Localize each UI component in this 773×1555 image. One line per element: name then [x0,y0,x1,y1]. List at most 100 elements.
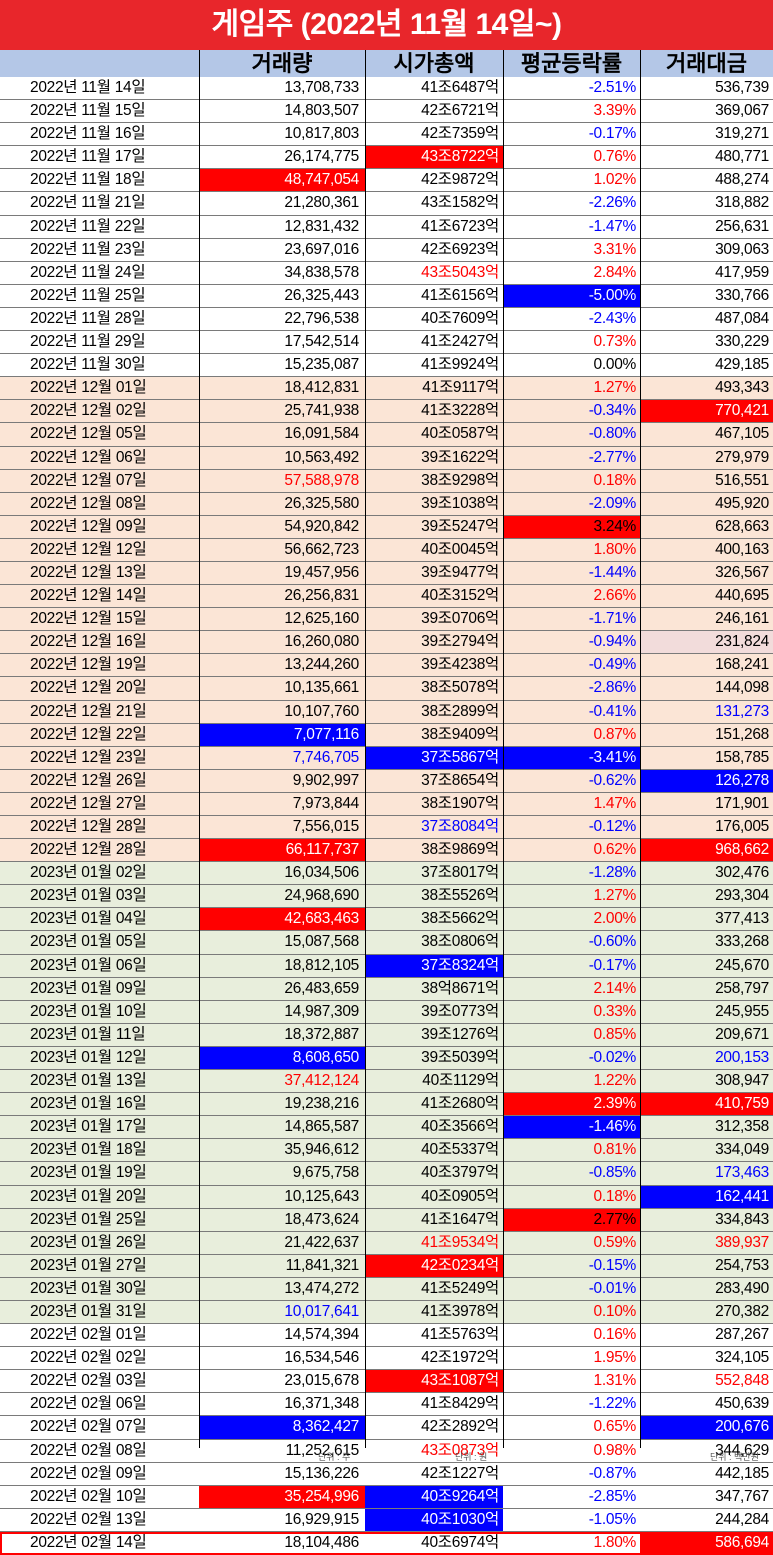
avg-change-cell: 3.31% [593,240,637,258]
market-cap-cell: 43조1087억 [365,1370,503,1393]
avg-change-cell: -0.15% [588,1256,637,1274]
avg-change-cell: -2.26% [588,194,637,212]
date-cell: 2022년 12월 13일 [30,563,147,581]
date-cell: 2023년 01월 17일 [30,1118,147,1136]
avg-change-cell: 0.73% [593,333,637,351]
table-row: 2023년 01월 10일 14,987,309 39조0773억 0.33% 245,… [0,1000,773,1024]
market-cap-cell: 38조9409억 [421,725,499,743]
date-cell: 2023년 01월 19일 [30,1164,147,1182]
market-cap-cell: 41조9924억 [421,356,499,374]
table-row: 2022년 02월 13일 16,929,915 40조1030억 -1.05% 244… [0,1508,773,1532]
avg-change-cell: -0.01% [588,1279,637,1297]
volume-cell: 23,015,678 [284,1372,359,1390]
avg-change-cell: 1.27% [593,887,637,905]
table-row: 2022년 12월 05일 16,091,584 40조0587억 -0.80% 467… [0,423,773,447]
volume-cell: 10,563,492 [284,448,359,466]
volume-cell: 15,136,226 [284,1464,359,1482]
table-row: 2022년 12월 07일 57,588,978 38조9298억 0.18% 516,… [0,469,773,493]
page-title: 게임주 (2022년 11월 14일~) [0,0,773,50]
market-cap-cell: 42조9872억 [421,171,499,189]
volume-cell: 35,254,996 [199,1485,365,1508]
trade-amount-cell: 158,785 [715,748,769,766]
market-cap-cell: 41조3978억 [421,1302,499,1320]
avg-change-cell: 0.62% [593,841,637,859]
date-cell: 2022년 12월 26일 [30,771,147,789]
trade-amount-cell: 126,278 [640,769,773,792]
volume-cell: 10,135,661 [284,679,359,697]
avg-change-cell: 3.24% [503,515,640,538]
volume-cell: 14,987,309 [284,1002,359,1020]
volume-cell: 22,796,538 [284,309,359,327]
table-row: 2022년 11월 18일 48,747,054 42조9872억 1.02% 488,… [0,169,773,193]
unit-market-cap: 단위 : 원 [455,1452,488,1462]
avg-change-cell: 2.14% [593,979,637,997]
table-header: 거래량 시가총액 평균등락률 거래대금 [0,50,773,77]
volume-cell: 18,473,624 [284,1210,359,1228]
volume-cell: 37,412,124 [284,1072,359,1090]
header-trade-amount: 거래대금 [666,51,747,76]
date-cell: 2022년 11월 17일 [30,148,146,166]
trade-amount-cell: 231,824 [640,631,773,654]
avg-change-cell: -0.02% [588,1048,637,1066]
trade-amount-cell: 270,382 [715,1302,769,1320]
volume-cell: 26,256,831 [284,587,359,605]
table-row: 2022년 12월 19일 13,244,260 39조4238억 -0.49% 168… [0,654,773,678]
volume-cell: 7,973,844 [292,794,360,812]
volume-cell: 17,542,514 [284,333,359,351]
table-row: 2022년 02월 03일 23,015,678 43조1087억 1.31% 552,… [0,1370,773,1394]
trade-amount-cell: 330,229 [715,333,769,351]
volume-cell: 26,483,659 [284,979,359,997]
avg-change-cell: 0.10% [593,1302,637,1320]
market-cap-cell: 40조0045억 [421,540,499,558]
table-row: 2023년 01월 26일 21,422,637 41조9534억 0.59% 389,… [0,1231,773,1255]
market-cap-cell: 42조0234억 [365,1254,503,1277]
date-cell: 2023년 01월 12일 [30,1048,147,1066]
trade-amount-cell: 330,766 [715,286,769,304]
table-row: 2022년 12월 09일 54,920,842 39조5247억 3.24% 628,… [0,515,773,539]
volume-cell: 34,838,578 [284,263,359,281]
volume-cell: 19,238,216 [284,1095,359,1113]
table-row: 2022년 02월 08일 11,252,615 43조0873억 0.98% 344,… [0,1439,773,1463]
trade-amount-cell: 770,421 [640,400,773,423]
table-row: 2022년 11월 28일 22,796,538 40조7609억 -2.43% 487… [0,307,773,332]
avg-change-cell: -1.47% [588,217,637,235]
trade-amount-cell: 493,343 [715,379,769,397]
volume-cell: 15,087,568 [284,933,359,951]
volume-cell: 11,841,321 [285,1256,360,1274]
market-cap-cell: 42조7359억 [421,125,499,143]
trade-amount-cell: 552,848 [715,1372,769,1390]
table-row: 2023년 01월 31일 10,017,641 41조3978억 0.10% 270,… [0,1300,773,1325]
trade-amount-cell: 162,441 [640,1185,773,1208]
avg-change-cell: 0.00% [593,356,637,374]
market-cap-cell: 41조8429억 [421,1395,499,1413]
table-row: 2023년 01월 16일 19,238,216 41조2680억 2.39% 410,… [0,1093,773,1117]
market-cap-cell: 41조6487억 [421,79,499,96]
avg-change-cell: 1.02% [593,171,637,189]
trade-amount-cell: 326,567 [715,563,769,581]
table-row: 2023년 01월 18일 35,946,612 40조5337억 0.81% 334,… [0,1139,773,1163]
date-cell: 2023년 01월 11일 [30,1025,146,1043]
date-cell: 2022년 11월 23일 [30,240,146,258]
avg-change-cell: 0.33% [593,1002,637,1020]
market-cap-cell: 41조9117억 [422,379,499,397]
volume-cell: 56,662,723 [284,540,359,558]
date-cell: 2022년 11월 15일 [30,102,146,120]
volume-cell: 16,534,546 [284,1349,359,1367]
date-cell: 2022년 12월 15일 [30,610,147,628]
market-cap-cell: 42조6721억 [421,102,499,120]
volume-cell: 14,865,587 [284,1118,359,1136]
table-row: 2022년 12월 08일 26,325,580 39조1038억 -2.09% 495… [0,492,773,516]
date-cell: 2022년 02월 01일 [30,1326,147,1344]
date-cell: 2023년 01월 30일 [30,1279,147,1297]
date-cell: 2022년 02월 08일 [30,1441,147,1459]
trade-amount-cell: 467,105 [715,425,769,443]
volume-cell: 12,831,432 [284,217,359,235]
trade-amount-cell: 628,663 [715,517,769,535]
volume-cell: 10,817,803 [284,125,359,143]
avg-change-cell: -2.51% [588,79,637,96]
table-row: 2022년 12월 23일 7,746,705 37조5867억 -3.41% 158,… [0,746,773,770]
market-cap-cell: 40조7609억 [421,309,499,327]
avg-change-cell: -1.71% [588,610,637,628]
table-row: 2022년 11월 25일 26,325,443 41조6156억 -5.00% 330… [0,284,773,308]
volume-cell: 18,812,105 [284,956,359,974]
